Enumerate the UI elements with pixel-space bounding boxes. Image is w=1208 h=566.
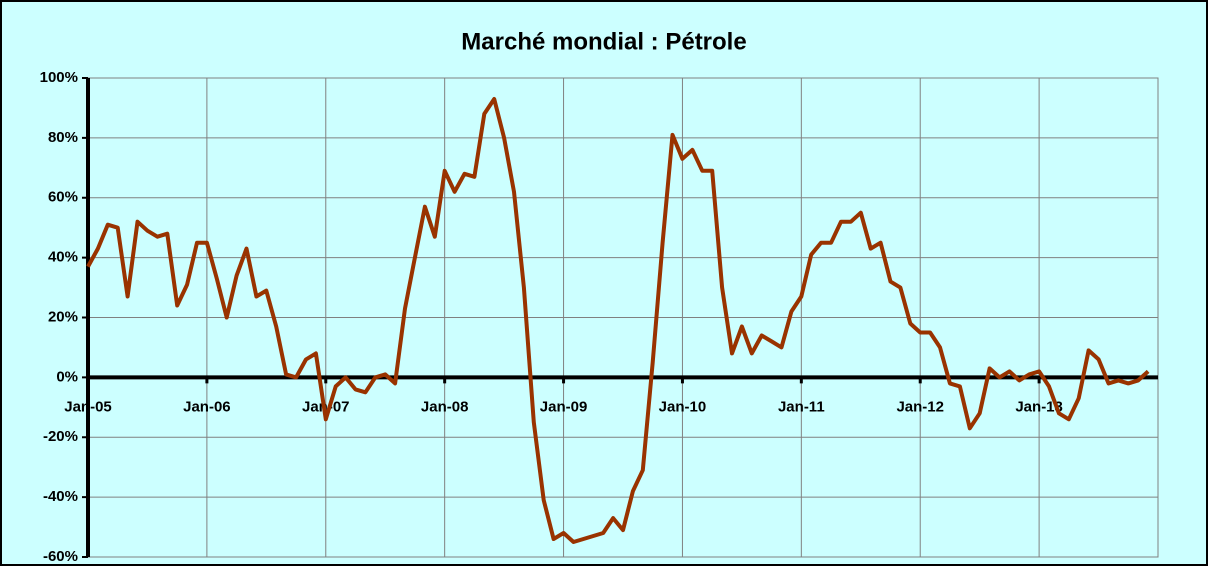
y-tick-label: 20% bbox=[48, 308, 78, 325]
y-tick-label: -60% bbox=[43, 548, 78, 565]
data-line bbox=[86, 97, 1150, 544]
x-tick-label: Jan-08 bbox=[421, 398, 469, 415]
x-tick-label: Jan-09 bbox=[540, 398, 588, 415]
y-tick-label: 80% bbox=[48, 129, 78, 146]
x-tick-label: Jan-11 bbox=[778, 398, 825, 415]
y-tick-label: -40% bbox=[43, 488, 78, 505]
y-tick-label: -20% bbox=[43, 428, 78, 445]
y-tick-label: 40% bbox=[48, 249, 78, 266]
x-tick-label: Jan-10 bbox=[659, 398, 707, 415]
chart-title: Marché mondial : Pétrole bbox=[461, 28, 746, 55]
y-tick-label: 60% bbox=[48, 189, 78, 206]
x-tick-label: Jan-06 bbox=[183, 398, 231, 415]
y-tick-label: 0% bbox=[56, 368, 78, 385]
x-tick-label: Jan-13 bbox=[1015, 398, 1063, 415]
x-tick-label: Jan-12 bbox=[896, 398, 944, 415]
y-tick-label: 100% bbox=[40, 69, 78, 86]
